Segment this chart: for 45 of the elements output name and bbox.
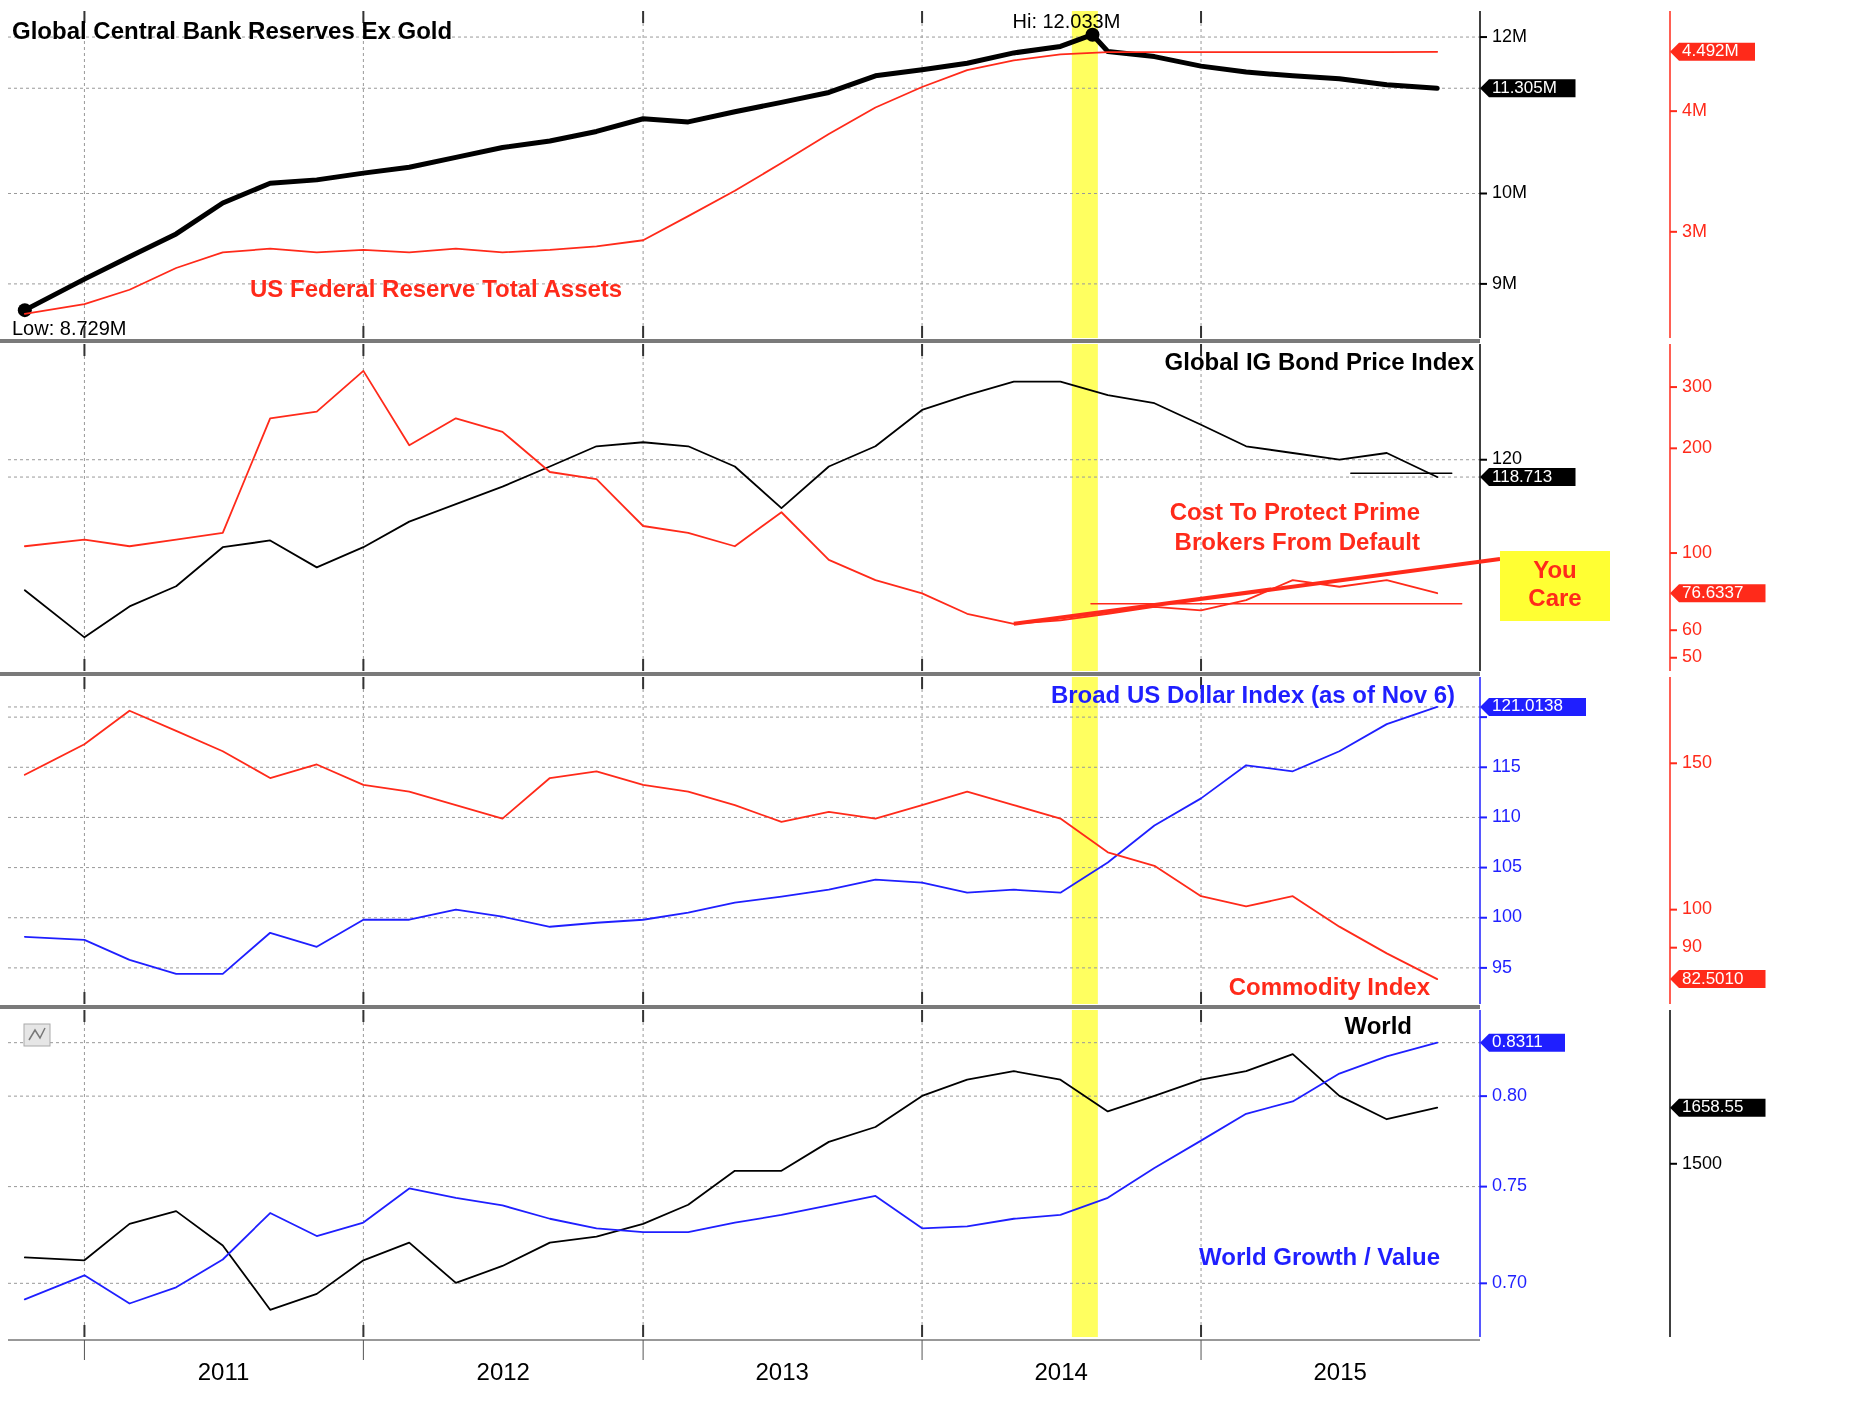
y2-tick-label: 4M [1682, 99, 1708, 120]
y-tick-label: 0.70 [1492, 1272, 1528, 1293]
y2-tick-label: 1658.55 [1682, 1097, 1744, 1117]
annotation: Low: 8.729M [12, 317, 127, 340]
x-tick-label: 2011 [197, 1358, 250, 1386]
series-label: US Federal Reserve Total Assets [250, 275, 623, 303]
y-tick-label: 120 [1492, 448, 1523, 469]
series-label: World [1344, 1012, 1412, 1040]
y2-tick-label: 1500 [1682, 1152, 1723, 1173]
y2-tick-label: 150 [1682, 752, 1713, 773]
y2-tick-label: 3M [1682, 220, 1708, 241]
x-tick-label: 2012 [476, 1358, 530, 1386]
y-tick-label: 121.0138 [1492, 696, 1563, 716]
y-tick-label: 11.305M [1492, 77, 1557, 97]
y2-tick-label: 60 [1682, 618, 1703, 639]
series-label: Global IG Bond Price Index [1164, 348, 1475, 376]
y2-tick-label: 76.6337 [1682, 582, 1744, 602]
y-tick-label: 0.75 [1492, 1175, 1528, 1196]
series-label: Cost To Protect Prime Brokers From Default [1169, 498, 1421, 556]
text: World Growth / Value [1199, 1243, 1440, 1271]
y-tick-label: 115 [1492, 756, 1521, 777]
series-label: Commodity Index [1228, 973, 1431, 1001]
y-tick-label: 0.80 [1492, 1084, 1528, 1105]
x-tick-label: 2013 [755, 1358, 809, 1386]
y-tick-label: 118.713 [1492, 466, 1553, 486]
y2-tick-label: 90 [1682, 936, 1703, 957]
y-tick-label: 10M [1492, 182, 1528, 203]
x-tick-label: 2014 [1034, 1358, 1088, 1386]
y2-tick-label: 82.5010 [1682, 968, 1744, 988]
y2-tick-label: 100 [1682, 898, 1713, 919]
y2-tick-label: 300 [1682, 375, 1713, 396]
y-tick-label: 100 [1492, 906, 1523, 927]
y2-tick-label: 200 [1682, 437, 1713, 458]
y-tick-label: 105 [1492, 856, 1523, 877]
y-tick-label: 12M [1492, 25, 1528, 46]
y2-tick-label: 4.492M [1682, 41, 1739, 61]
y-tick-label: 0.8311 [1492, 1032, 1543, 1052]
y-tick-label: 95 [1492, 956, 1513, 977]
y-tick-label: 110 [1492, 806, 1521, 827]
text: You Care [1528, 556, 1582, 612]
y2-tick-label: 50 [1682, 646, 1703, 667]
x-tick-label: 2015 [1313, 1358, 1367, 1386]
text: Global Central Bank Reserves Ex Gold [12, 17, 453, 45]
y-tick-label: 9M [1492, 272, 1518, 293]
y2-tick-label: 100 [1682, 541, 1713, 562]
